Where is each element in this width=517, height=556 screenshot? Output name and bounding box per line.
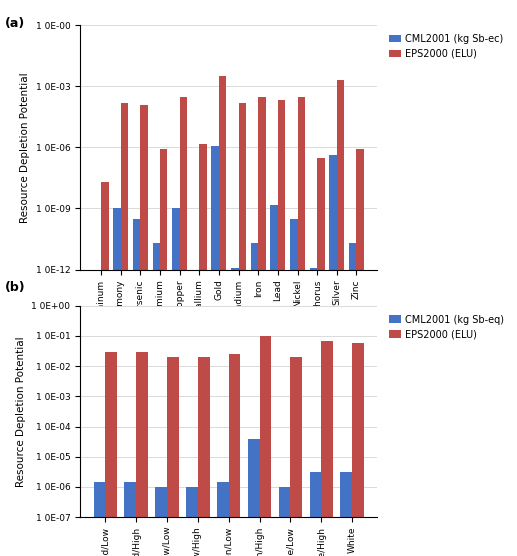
Bar: [251, 243, 258, 556]
Bar: [231, 268, 238, 556]
Bar: [297, 97, 305, 556]
Bar: [278, 101, 285, 556]
Text: (a): (a): [5, 17, 25, 29]
Bar: [258, 97, 266, 556]
Text: (b): (b): [5, 281, 26, 294]
Bar: [180, 97, 187, 556]
Bar: [121, 103, 128, 556]
Bar: [270, 205, 278, 556]
Bar: [279, 487, 291, 556]
Bar: [94, 276, 101, 556]
Bar: [186, 487, 198, 556]
Bar: [133, 219, 141, 556]
Bar: [291, 357, 302, 556]
Bar: [329, 156, 337, 556]
Bar: [136, 352, 148, 556]
Bar: [192, 276, 200, 556]
Legend: CML2001 (kg Sb-eq), EPS2000 (ELU): CML2001 (kg Sb-eq), EPS2000 (ELU): [385, 311, 508, 343]
Bar: [337, 80, 344, 556]
Bar: [248, 439, 260, 556]
Bar: [229, 354, 240, 556]
Bar: [310, 268, 317, 556]
Y-axis label: Resource Depletion Potential: Resource Depletion Potential: [16, 336, 26, 486]
Bar: [167, 357, 179, 556]
Bar: [101, 182, 109, 556]
Bar: [349, 243, 356, 556]
Bar: [113, 208, 121, 556]
Bar: [341, 473, 352, 556]
Bar: [198, 357, 210, 556]
Bar: [217, 481, 229, 556]
Bar: [352, 342, 364, 556]
Bar: [160, 150, 168, 556]
Bar: [200, 144, 207, 556]
Bar: [125, 481, 136, 556]
Bar: [172, 208, 180, 556]
Bar: [322, 341, 333, 556]
Bar: [290, 219, 297, 556]
X-axis label: Substance: Substance: [202, 337, 256, 348]
Bar: [260, 336, 271, 556]
Legend: CML2001 (kg Sb-ec), EPS2000 (ELU): CML2001 (kg Sb-ec), EPS2000 (ELU): [385, 30, 507, 62]
Bar: [238, 103, 246, 556]
Bar: [219, 77, 226, 556]
Bar: [155, 487, 167, 556]
Bar: [153, 243, 160, 556]
Bar: [317, 158, 325, 556]
Bar: [356, 150, 364, 556]
Y-axis label: Resource Depletion Potential: Resource Depletion Potential: [20, 72, 30, 222]
Bar: [105, 352, 117, 556]
Bar: [310, 473, 322, 556]
Bar: [94, 481, 105, 556]
Bar: [211, 146, 219, 556]
Bar: [141, 105, 148, 556]
